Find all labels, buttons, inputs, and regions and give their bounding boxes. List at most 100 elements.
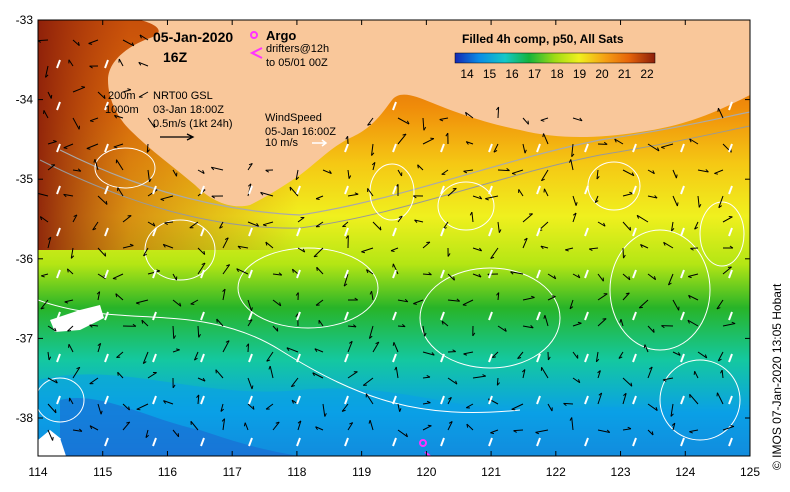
current-arrow-head (354, 192, 359, 195)
current-arrow (722, 323, 736, 327)
current-arrow-head (406, 120, 410, 125)
current-arrow (222, 288, 226, 301)
current-arrow (164, 221, 174, 224)
current-arrow (622, 221, 631, 231)
wind-arrow (728, 143, 733, 153)
current-arrow (622, 393, 627, 405)
current-arrow (371, 143, 374, 156)
current-arrow-head (243, 422, 246, 427)
current-arrow (422, 425, 432, 431)
current-arrow-head (52, 436, 54, 441)
wind-arrow (680, 395, 685, 405)
current-arrow (397, 429, 408, 438)
current-arrow-head (368, 420, 371, 424)
current-arrow (522, 297, 535, 301)
current-arrow (266, 351, 274, 362)
plot-frame (37, 19, 751, 457)
current-arrow-head (63, 193, 67, 198)
current-arrow-head (717, 108, 719, 112)
current-arrow (395, 366, 399, 379)
current-arrow-head (256, 222, 260, 227)
gsl-title: NRT00 GSL (153, 90, 213, 102)
current-arrow (688, 294, 699, 301)
current-arrow (647, 143, 660, 152)
wind-time: 05-Jan 16:00Z (265, 126, 336, 138)
current-arrow-head (286, 347, 290, 351)
current-arrow-head (689, 431, 693, 434)
current-arrow-head (202, 170, 205, 174)
current-arrow-head (729, 245, 734, 249)
current-arrow-head (117, 372, 119, 376)
current-arrow-head (146, 149, 150, 153)
current-arrow (662, 377, 674, 381)
isobath-200 (59, 111, 750, 216)
current-arrow-head (379, 226, 382, 231)
current-arrow (247, 163, 253, 171)
current-arrow-head (463, 170, 468, 174)
current-arrow (290, 377, 299, 387)
gsl-scale-arrow (160, 133, 195, 141)
current-arrow-head (596, 358, 600, 363)
current-arrow (618, 351, 624, 359)
current-arrow (371, 291, 374, 301)
current-arrow-head (367, 123, 372, 126)
current-arrow (295, 169, 299, 180)
current-arrow-head (86, 148, 91, 150)
current-arrow (220, 403, 224, 412)
current-arrow-head (455, 380, 458, 385)
current-arrow-head (402, 133, 407, 136)
current-arrow-head (631, 172, 635, 176)
current-arrow-head (670, 413, 674, 417)
current-arrow (422, 138, 435, 145)
current-arrow-head (88, 43, 93, 45)
wind-arrow (728, 101, 733, 111)
current-arrow (422, 325, 426, 337)
current-arrow (72, 169, 81, 172)
wind-arrow (536, 395, 541, 405)
wind-arrow (200, 395, 205, 405)
current-arrow-head (225, 340, 230, 343)
current-arrow (163, 400, 174, 405)
current-arrow (147, 117, 156, 128)
current-arrow-head (97, 342, 101, 347)
current-arrow (139, 34, 149, 41)
current-arrow (718, 195, 724, 208)
current-arrow (172, 273, 177, 281)
current-arrow (466, 141, 474, 145)
wind-arrow (56, 311, 61, 321)
current-arrow (622, 169, 635, 177)
current-arrow (222, 264, 231, 275)
current-arrow (172, 325, 175, 339)
wind-arrow (536, 353, 541, 363)
wind-arrow (56, 227, 61, 237)
current-arrow (316, 266, 324, 275)
current-arrow-head (675, 174, 678, 179)
current-arrow-head (579, 117, 583, 122)
current-arrow-head (251, 385, 254, 390)
current-arrow (392, 263, 399, 275)
current-arrow (197, 169, 205, 174)
current-arrow (397, 299, 408, 303)
current-arrow (122, 403, 130, 411)
current-arrow-head (352, 324, 357, 328)
current-arrow (247, 319, 253, 327)
current-arrow (347, 371, 358, 379)
current-arrow (667, 273, 674, 286)
current-arrow-head (114, 115, 118, 119)
current-arrow (117, 371, 124, 379)
current-arrow-head (661, 146, 665, 149)
lon-tick-label: 117 (223, 465, 242, 479)
current-arrow-head (571, 153, 575, 157)
current-arrow (141, 319, 149, 327)
current-arrow-head (348, 340, 353, 344)
current-arrow-head (535, 431, 540, 435)
current-arrow-head (623, 254, 626, 259)
current-arrow-head (375, 341, 380, 345)
current-arrow-head (210, 166, 215, 171)
current-arrow (47, 236, 52, 249)
current-arrow (342, 221, 349, 227)
current-arrow (136, 403, 149, 410)
current-arrow (69, 397, 74, 405)
current-arrow (45, 65, 49, 78)
current-arrow-head (493, 149, 498, 153)
